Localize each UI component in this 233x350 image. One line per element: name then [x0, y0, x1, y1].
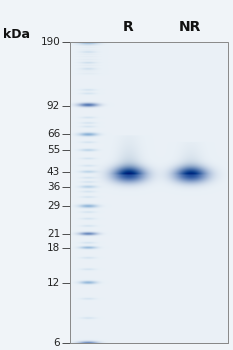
- Bar: [70, 42, 228, 343]
- Text: 18: 18: [47, 243, 60, 253]
- Text: 12: 12: [47, 278, 60, 288]
- Text: NR: NR: [179, 20, 202, 34]
- Text: 92: 92: [47, 100, 60, 111]
- Text: R: R: [123, 20, 134, 34]
- Text: kDa: kDa: [3, 28, 31, 41]
- Text: 190: 190: [40, 37, 60, 47]
- Text: 36: 36: [47, 182, 60, 192]
- Text: 29: 29: [47, 201, 60, 211]
- Text: 6: 6: [54, 338, 60, 348]
- Text: 66: 66: [47, 130, 60, 139]
- Text: 21: 21: [47, 229, 60, 239]
- Bar: [70, 42, 228, 343]
- Text: 43: 43: [47, 167, 60, 177]
- Text: 55: 55: [47, 145, 60, 155]
